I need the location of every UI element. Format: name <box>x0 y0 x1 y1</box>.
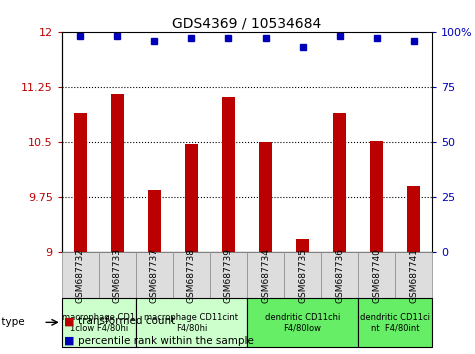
Text: GSM687732: GSM687732 <box>76 248 85 303</box>
Text: ■: ■ <box>64 316 74 326</box>
Text: GSM687735: GSM687735 <box>298 247 307 303</box>
Bar <box>210 252 247 298</box>
Bar <box>99 252 136 298</box>
Bar <box>321 252 358 298</box>
Bar <box>173 252 210 298</box>
Bar <box>247 298 358 347</box>
Text: macrophage CD11cint
F4/80hi: macrophage CD11cint F4/80hi <box>144 313 238 332</box>
Text: transformed count: transformed count <box>78 316 176 326</box>
Bar <box>358 252 395 298</box>
Text: GSM687740: GSM687740 <box>372 248 381 303</box>
Bar <box>259 142 272 354</box>
Text: GSM687737: GSM687737 <box>150 247 159 303</box>
Bar <box>370 141 383 354</box>
Text: GSM687736: GSM687736 <box>335 247 344 303</box>
Bar <box>148 190 161 354</box>
Bar <box>111 95 124 354</box>
Bar <box>74 113 87 354</box>
Title: GDS4369 / 10534684: GDS4369 / 10534684 <box>172 17 322 31</box>
Text: dendritic CD11chi
F4/80low: dendritic CD11chi F4/80low <box>265 313 340 332</box>
Text: cell type: cell type <box>0 317 25 327</box>
Bar <box>136 298 247 347</box>
Bar <box>247 252 284 298</box>
Text: GSM687733: GSM687733 <box>113 247 122 303</box>
Text: GSM687738: GSM687738 <box>187 247 196 303</box>
Text: GSM687734: GSM687734 <box>261 248 270 303</box>
Bar <box>222 97 235 354</box>
Text: GSM687739: GSM687739 <box>224 247 233 303</box>
Bar <box>62 298 136 347</box>
Text: percentile rank within the sample: percentile rank within the sample <box>78 336 254 346</box>
Bar <box>407 186 420 354</box>
Bar <box>136 252 173 298</box>
Text: GSM687741: GSM687741 <box>409 248 418 303</box>
Bar <box>395 252 432 298</box>
Text: macrophage CD1
1clow F4/80hi: macrophage CD1 1clow F4/80hi <box>62 313 135 332</box>
Bar <box>296 239 309 354</box>
Text: dendritic CD11ci
nt  F4/80int: dendritic CD11ci nt F4/80int <box>360 313 430 332</box>
Text: ■: ■ <box>64 336 74 346</box>
Bar <box>284 252 321 298</box>
Bar <box>62 252 99 298</box>
Bar <box>185 144 198 354</box>
Bar <box>333 113 346 354</box>
Bar <box>358 298 432 347</box>
